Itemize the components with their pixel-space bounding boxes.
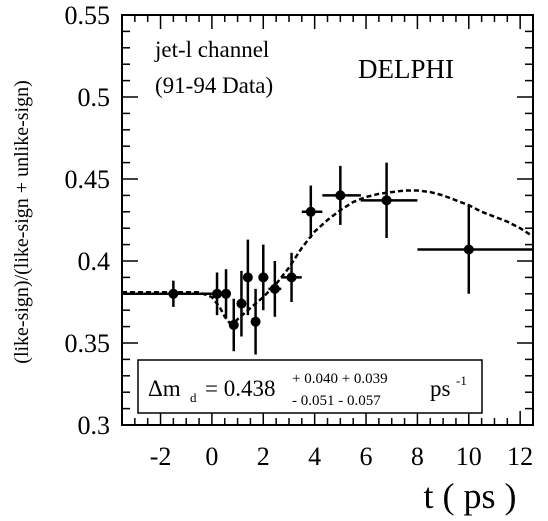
x-tick-label: 0 — [205, 442, 218, 471]
experiment-label: DELPHI — [358, 54, 454, 84]
x-tick-label: -2 — [150, 442, 172, 471]
data-point — [228, 298, 239, 352]
result-unit-exponent: -1 — [456, 373, 467, 388]
y-tick-label: 0.3 — [78, 411, 111, 440]
data-point — [221, 269, 232, 319]
data-point-marker — [258, 272, 269, 283]
y-tick-label: 0.45 — [65, 165, 111, 194]
result-lhs: Δm — [148, 376, 181, 401]
y-tick-label: 0.55 — [65, 1, 111, 30]
data-point — [122, 280, 212, 307]
result-minus-errors: - 0.051 - 0.057 — [292, 393, 381, 409]
x-tick-label: 2 — [257, 442, 270, 471]
data-point-marker — [286, 272, 297, 283]
x-tick-label: 12 — [507, 442, 533, 471]
result-lhs-subscript: d — [190, 390, 197, 405]
data-point-marker — [221, 288, 232, 299]
y-tick-labels: 0.3 0.35 0.4 0.45 0.5 0.55 — [65, 1, 111, 440]
data-point-marker — [269, 283, 280, 294]
data-point — [268, 261, 282, 317]
data-range-label: (91-94 Data) — [155, 73, 273, 98]
result-value: = 0.438 — [205, 376, 275, 401]
y-tick-label: 0.35 — [65, 329, 111, 358]
data-point-marker — [236, 298, 247, 309]
data-point-marker — [228, 319, 239, 330]
data-point-marker — [250, 316, 261, 327]
data-point-marker — [168, 288, 179, 299]
data-point — [360, 162, 418, 239]
x-axis-label: t ( ps ) — [424, 476, 517, 516]
result-box — [137, 359, 483, 414]
data-point — [250, 288, 261, 355]
data-point-marker — [305, 206, 316, 217]
data-point — [301, 185, 323, 239]
data-point-marker — [381, 195, 392, 206]
data-point — [211, 272, 223, 316]
data-point — [281, 252, 302, 302]
x-tick-labels: -2 0 2 4 6 8 10 12 — [150, 442, 533, 471]
x-tick-label: 4 — [308, 442, 321, 471]
fit-curve — [122, 189, 534, 325]
data-point — [322, 165, 361, 225]
data-point-marker — [212, 288, 223, 299]
data-point-marker — [463, 244, 474, 255]
y-tick-label: 0.5 — [78, 83, 111, 112]
data-points-group — [122, 162, 533, 355]
data-point — [417, 205, 533, 294]
result-unit: ps — [430, 376, 451, 401]
data-point — [242, 239, 253, 316]
result-plus-errors: + 0.040 + 0.039 — [292, 371, 388, 387]
data-point — [236, 270, 247, 337]
data-point-marker — [335, 190, 346, 201]
x-tick-label: 6 — [360, 442, 373, 471]
x-tick-label: 10 — [456, 442, 482, 471]
y-tick-label: 0.4 — [78, 247, 111, 276]
channel-label: jet-l channel — [154, 37, 269, 62]
y-axis-label: (like-sign)/(like-sign + unlike-sign) — [11, 80, 33, 363]
fit-curve-group — [122, 189, 534, 325]
data-point — [258, 244, 269, 311]
data-point-marker — [242, 272, 253, 283]
x-tick-label: 8 — [411, 442, 424, 471]
